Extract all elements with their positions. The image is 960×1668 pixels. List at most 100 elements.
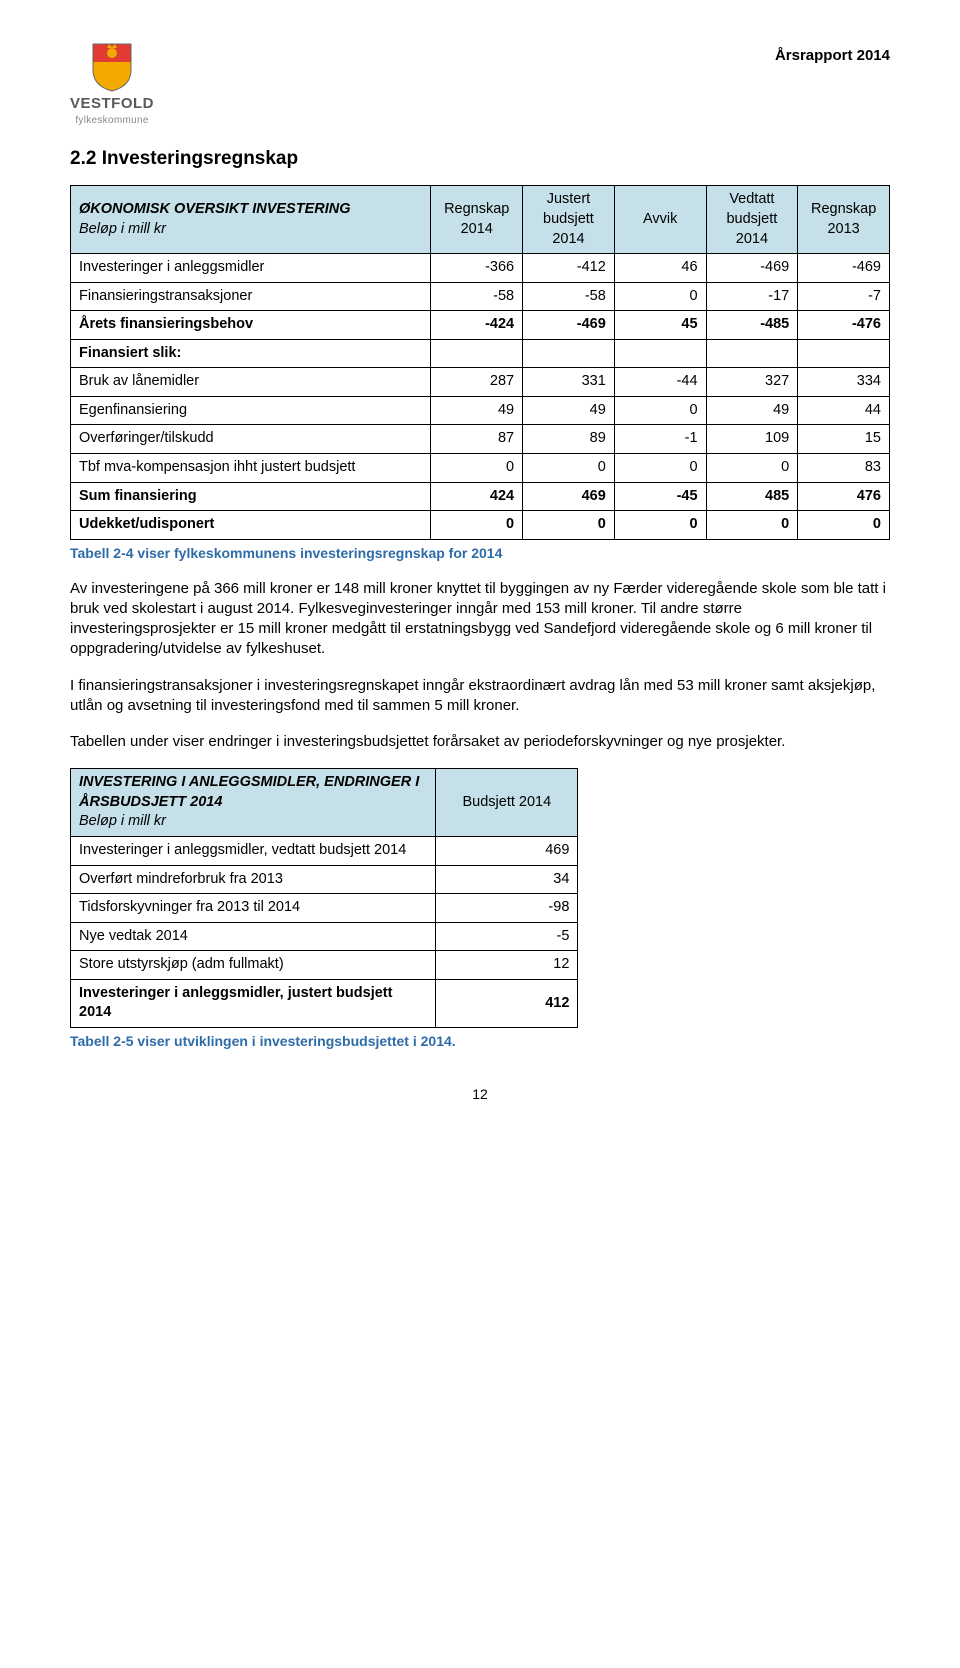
row-value: 485 bbox=[706, 482, 798, 511]
table-row: Tbf mva-kompensasjon ihht justert budsje… bbox=[71, 454, 890, 483]
row-label: Tbf mva-kompensasjon ihht justert budsje… bbox=[71, 454, 431, 483]
row-label: Tidsforskyvninger fra 2013 til 2014 bbox=[71, 894, 436, 923]
row-value bbox=[523, 339, 615, 368]
row-value: 12 bbox=[436, 951, 578, 980]
row-value: 83 bbox=[798, 454, 890, 483]
row-label: Store utstyrskjøp (adm fullmakt) bbox=[71, 951, 436, 980]
row-value: -469 bbox=[798, 254, 890, 283]
th-subtitle: Beløp i mill kr bbox=[79, 221, 166, 237]
table-row: Investeringer i anleggsmidler, vedtatt b… bbox=[71, 837, 578, 866]
row-value: 469 bbox=[436, 837, 578, 866]
row-value: 89 bbox=[523, 425, 615, 454]
table-investering-oversikt: ØKONOMISK OVERSIKT INVESTERING Beløp i m… bbox=[70, 185, 890, 539]
logo-block: VESTFOLD fylkeskommune bbox=[70, 40, 154, 128]
row-value: -469 bbox=[706, 254, 798, 283]
th-budsjett-2014: Budsjett 2014 bbox=[436, 769, 578, 837]
row-value: 0 bbox=[614, 454, 706, 483]
row-value: 0 bbox=[431, 454, 523, 483]
row-value bbox=[706, 339, 798, 368]
row-value: 412 bbox=[436, 979, 578, 1027]
row-value: -17 bbox=[706, 282, 798, 311]
table1-caption: Tabell 2-4 viser fylkeskommunens investe… bbox=[70, 544, 890, 563]
row-value: 424 bbox=[431, 482, 523, 511]
row-label: Overført mindreforbruk fra 2013 bbox=[71, 865, 436, 894]
document-title: Årsrapport 2014 bbox=[775, 46, 890, 66]
row-value: -424 bbox=[431, 311, 523, 340]
row-label: Investeringer i anleggsmidler bbox=[71, 254, 431, 283]
row-value: 87 bbox=[431, 425, 523, 454]
table2-caption: Tabell 2-5 viser utviklingen i investeri… bbox=[70, 1032, 890, 1051]
th-subtitle: Beløp i mill kr bbox=[79, 813, 166, 829]
table-header-row: ØKONOMISK OVERSIKT INVESTERING Beløp i m… bbox=[71, 186, 890, 254]
page-header: VESTFOLD fylkeskommune Årsrapport 2014 bbox=[70, 40, 890, 128]
row-value: 34 bbox=[436, 865, 578, 894]
table-header-row: INVESTERING I ANLEGGSMIDLER, ENDRINGER I… bbox=[71, 769, 578, 837]
row-value: 0 bbox=[614, 396, 706, 425]
row-value: 476 bbox=[798, 482, 890, 511]
row-value: 46 bbox=[614, 254, 706, 283]
row-value: 45 bbox=[614, 311, 706, 340]
row-label: Finansiert slik: bbox=[71, 339, 431, 368]
row-label: Overføringer/tilskudd bbox=[71, 425, 431, 454]
row-value: 109 bbox=[706, 425, 798, 454]
row-value bbox=[798, 339, 890, 368]
table-row: Tidsforskyvninger fra 2013 til 2014-98 bbox=[71, 894, 578, 923]
table-row: Overført mindreforbruk fra 201334 bbox=[71, 865, 578, 894]
th-regnskap-2014: Regnskap 2014 bbox=[431, 186, 523, 254]
row-value: 15 bbox=[798, 425, 890, 454]
row-value: 0 bbox=[614, 282, 706, 311]
table-row: Investeringer i anleggsmidler-366-41246-… bbox=[71, 254, 890, 283]
row-value: -5 bbox=[436, 922, 578, 951]
table-row: Bruk av lånemidler287331-44327334 bbox=[71, 368, 890, 397]
table-row: Overføringer/tilskudd8789-110915 bbox=[71, 425, 890, 454]
section-heading: 2.2 Investeringsregnskap bbox=[70, 146, 890, 172]
table-row: Sum finansiering424469-45485476 bbox=[71, 482, 890, 511]
row-value: 49 bbox=[523, 396, 615, 425]
row-label: Investeringer i anleggsmidler, vedtatt b… bbox=[71, 837, 436, 866]
row-value: -485 bbox=[706, 311, 798, 340]
paragraph-2: I finansieringstransaksjoner i investeri… bbox=[70, 676, 890, 717]
table-row: Investeringer i anleggsmidler, justert b… bbox=[71, 979, 578, 1027]
row-value: -45 bbox=[614, 482, 706, 511]
row-label: Årets finansieringsbehov bbox=[71, 311, 431, 340]
row-value: 0 bbox=[523, 511, 615, 540]
table-row: Egenfinansiering494904944 bbox=[71, 396, 890, 425]
row-value: -58 bbox=[523, 282, 615, 311]
row-value: 469 bbox=[523, 482, 615, 511]
page-number: 12 bbox=[70, 1085, 890, 1104]
row-value: -469 bbox=[523, 311, 615, 340]
row-value: 287 bbox=[431, 368, 523, 397]
row-value bbox=[431, 339, 523, 368]
row-value: 49 bbox=[706, 396, 798, 425]
th-regnskap-2013: Regnskap 2013 bbox=[798, 186, 890, 254]
th-avvik: Avvik bbox=[614, 186, 706, 254]
table-row: Store utstyrskjøp (adm fullmakt)12 bbox=[71, 951, 578, 980]
th-vedtatt-2014: Vedtatt budsjett 2014 bbox=[706, 186, 798, 254]
row-value: -366 bbox=[431, 254, 523, 283]
row-label: Nye vedtak 2014 bbox=[71, 922, 436, 951]
th-title: ØKONOMISK OVERSIKT INVESTERING bbox=[79, 201, 351, 217]
row-value: -58 bbox=[431, 282, 523, 311]
row-label: Udekket/udisponert bbox=[71, 511, 431, 540]
th-label: ØKONOMISK OVERSIKT INVESTERING Beløp i m… bbox=[71, 186, 431, 254]
row-value: 331 bbox=[523, 368, 615, 397]
row-value: -476 bbox=[798, 311, 890, 340]
th-label: INVESTERING I ANLEGGSMIDLER, ENDRINGER I… bbox=[71, 769, 436, 837]
row-value: 334 bbox=[798, 368, 890, 397]
row-value: 0 bbox=[798, 511, 890, 540]
row-value: 0 bbox=[706, 454, 798, 483]
row-value bbox=[614, 339, 706, 368]
row-label: Bruk av lånemidler bbox=[71, 368, 431, 397]
shield-icon bbox=[89, 40, 135, 92]
paragraph-3: Tabellen under viser endringer i investe… bbox=[70, 732, 890, 752]
row-value: 49 bbox=[431, 396, 523, 425]
table-row: Årets finansieringsbehov-424-46945-485-4… bbox=[71, 311, 890, 340]
row-label: Finansieringstransaksjoner bbox=[71, 282, 431, 311]
paragraph-1: Av investeringene på 366 mill kroner er … bbox=[70, 579, 890, 660]
org-name: VESTFOLD bbox=[70, 94, 154, 114]
row-value: 0 bbox=[614, 511, 706, 540]
table-endringer-arsbudsjett: INVESTERING I ANLEGGSMIDLER, ENDRINGER I… bbox=[70, 768, 578, 1028]
row-value: -412 bbox=[523, 254, 615, 283]
row-value: 0 bbox=[523, 454, 615, 483]
row-value: 44 bbox=[798, 396, 890, 425]
